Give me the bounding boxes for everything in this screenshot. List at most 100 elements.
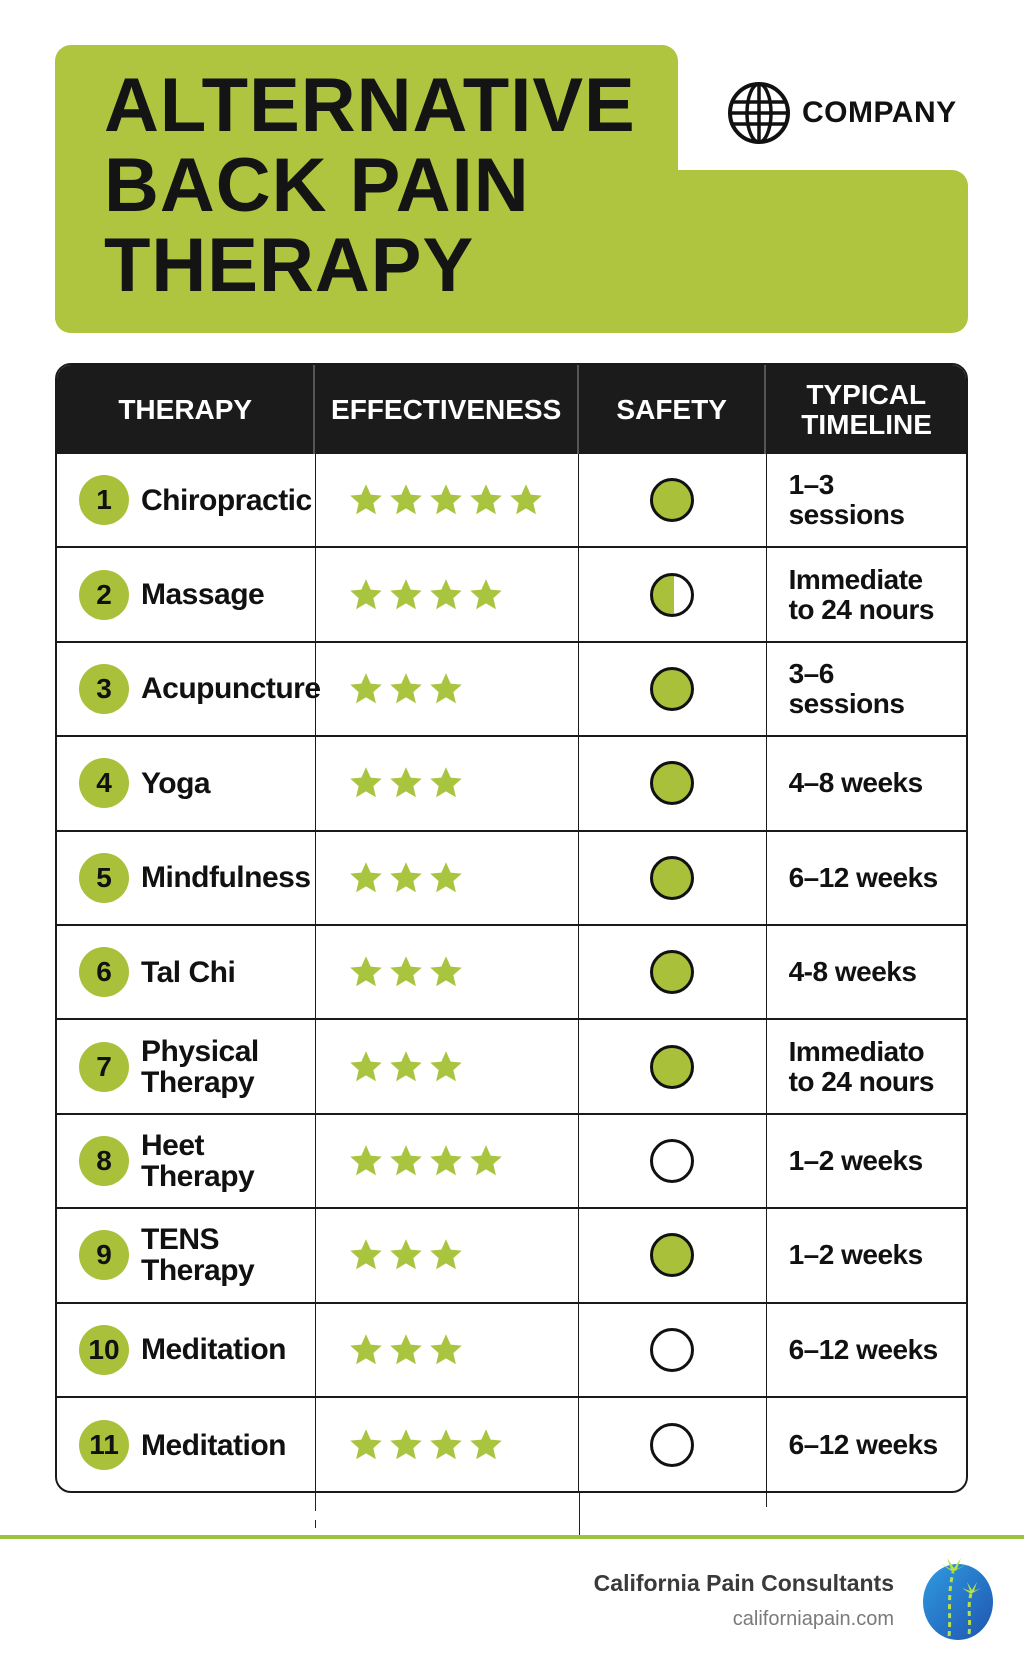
globe-icon	[728, 82, 790, 144]
star-rating	[348, 1332, 464, 1368]
safety-indicator-icon	[650, 478, 695, 523]
timeline-text: 6–12 weeks	[788, 861, 939, 893]
star-icon	[430, 767, 462, 798]
star-icon	[350, 1429, 382, 1460]
table-row: 9 TENS Therapy 1–2 weeks	[57, 1209, 966, 1304]
star-icon	[390, 1050, 422, 1081]
therapy-cell: 9 TENS Therapy	[57, 1209, 316, 1302]
therapy-name: TENS Therapy	[141, 1223, 255, 1288]
star-icon	[390, 767, 422, 798]
therapy-name: Mindfulness	[141, 861, 311, 895]
table-row: 8 Heet Therapy 1–2 weeks	[57, 1114, 966, 1210]
title-line-1: ALTERNATIVE	[104, 63, 636, 148]
table-header: THERAPY EFFECTIVENESS SAFETY TYPICAL TIM…	[57, 365, 966, 454]
star-icon	[470, 578, 502, 609]
star-icon	[390, 1429, 422, 1460]
safety-indicator-icon	[650, 950, 695, 995]
company-label: COMPANY	[802, 96, 957, 129]
safety-cell	[579, 1114, 767, 1208]
safety-indicator-icon	[650, 1327, 695, 1372]
row-number-badge: 5	[79, 852, 129, 903]
timeline-text: 1–2 weeks	[788, 1239, 924, 1271]
safety-indicator-icon	[650, 1044, 695, 1089]
timeline-cell: 1–3 sessions	[767, 454, 966, 546]
effectiveness-cell	[316, 642, 580, 736]
therapy-cell: 2 Massage	[57, 548, 316, 641]
timeline-cell: 6–12 weeks	[767, 1398, 966, 1491]
star-rating	[348, 671, 464, 707]
effectiveness-cell	[316, 1397, 580, 1491]
timeline-cell: 1–2 weeks	[767, 1209, 966, 1301]
therapy-cell: 4 Yoga	[57, 737, 316, 830]
star-icon	[350, 1050, 382, 1081]
star-icon	[470, 1429, 502, 1460]
star-icon	[350, 956, 382, 987]
divider-artifact	[315, 1493, 316, 1511]
safety-cell	[579, 548, 767, 641]
therapy-name: Massage	[141, 578, 265, 612]
divider-artifact	[766, 1493, 767, 1507]
star-icon	[430, 1050, 462, 1081]
effectiveness-cell	[316, 548, 580, 641]
effectiveness-cell	[316, 831, 580, 924]
safety-cell	[579, 454, 767, 547]
star-icon	[470, 1145, 502, 1176]
timeline-cell: Immediato to 24 nours	[767, 1020, 966, 1112]
effectiveness-cell	[316, 1303, 580, 1396]
column-header-effectiveness: EFFECTIVENESS	[315, 365, 579, 454]
therapy-name: Tal Chi	[141, 955, 236, 989]
safety-indicator-icon	[650, 572, 695, 617]
star-icon	[390, 673, 422, 704]
star-icon	[350, 1333, 382, 1364]
row-number-badge: 7	[79, 1041, 129, 1092]
timeline-cell: 4-8 weeks	[767, 926, 966, 1018]
safety-cell	[579, 1303, 767, 1396]
timeline-text: 1–2 weeks	[788, 1144, 924, 1176]
table-row: 1 Chiropractic 1–3 sessions	[57, 454, 966, 549]
column-header-timeline: TYPICAL TIMELINE	[766, 365, 966, 454]
footer-website-link[interactable]: californiapain.com	[732, 1608, 894, 1630]
timeline-cell: 3–6 sessions	[767, 643, 966, 735]
table-row: 10 Meditation 6–12 weeks	[57, 1303, 966, 1398]
star-icon	[430, 578, 462, 609]
star-rating	[348, 860, 464, 896]
star-rating	[348, 1237, 464, 1273]
column-header-timeline-label: TYPICAL TIMELINE	[801, 378, 932, 440]
page-title: ALTERNATIVE BACK PAIN THERAPY	[104, 66, 636, 306]
row-number-badge: 3	[79, 663, 129, 714]
star-icon	[390, 484, 422, 515]
column-header-safety: SAFETY	[579, 365, 767, 454]
footer-divider	[0, 1535, 1024, 1539]
effectiveness-cell	[316, 1114, 580, 1208]
row-number-badge: 4	[79, 758, 129, 809]
row-number-badge: 2	[79, 569, 129, 620]
timeline-text: 6–12 weeks	[788, 1333, 939, 1365]
timeline-cell: 4–8 weeks	[767, 737, 966, 829]
star-icon	[350, 1239, 382, 1270]
star-icon	[390, 1333, 422, 1364]
star-icon	[430, 673, 462, 704]
timeline-text: 4–8 weeks	[788, 767, 924, 799]
therapy-cell: 10 Meditation	[57, 1303, 316, 1396]
star-icon	[510, 484, 542, 515]
table-row: 3 Acupuncture 3–6 sessions	[57, 642, 966, 738]
table-row: 5 Mindfulness 6–12 weeks	[57, 831, 966, 926]
row-number-badge: 9	[79, 1230, 129, 1281]
divider-artifact	[315, 1520, 316, 1528]
star-icon	[390, 862, 422, 892]
palm-tree-globe-logo-icon	[923, 1558, 993, 1640]
row-number-badge: 11	[79, 1420, 129, 1471]
row-number-badge: 8	[79, 1135, 129, 1186]
star-rating	[348, 1049, 464, 1085]
table-row: 4 Yoga 4–8 weeks	[57, 737, 966, 832]
star-icon	[390, 1145, 422, 1176]
timeline-text: 4-8 weeks	[788, 956, 917, 988]
timeline-cell: Immediate to 24 nours	[767, 548, 966, 640]
safety-indicator-icon	[650, 666, 695, 711]
star-icon	[430, 956, 462, 987]
table-body: 1 Chiropractic 1–3 sessions 2 Massage Immedia…	[57, 454, 966, 1491]
star-icon	[390, 578, 422, 609]
safety-cell	[579, 1209, 767, 1302]
company-logo: COMPANY	[726, 80, 957, 146]
therapy-name: Meditation	[141, 1428, 287, 1462]
